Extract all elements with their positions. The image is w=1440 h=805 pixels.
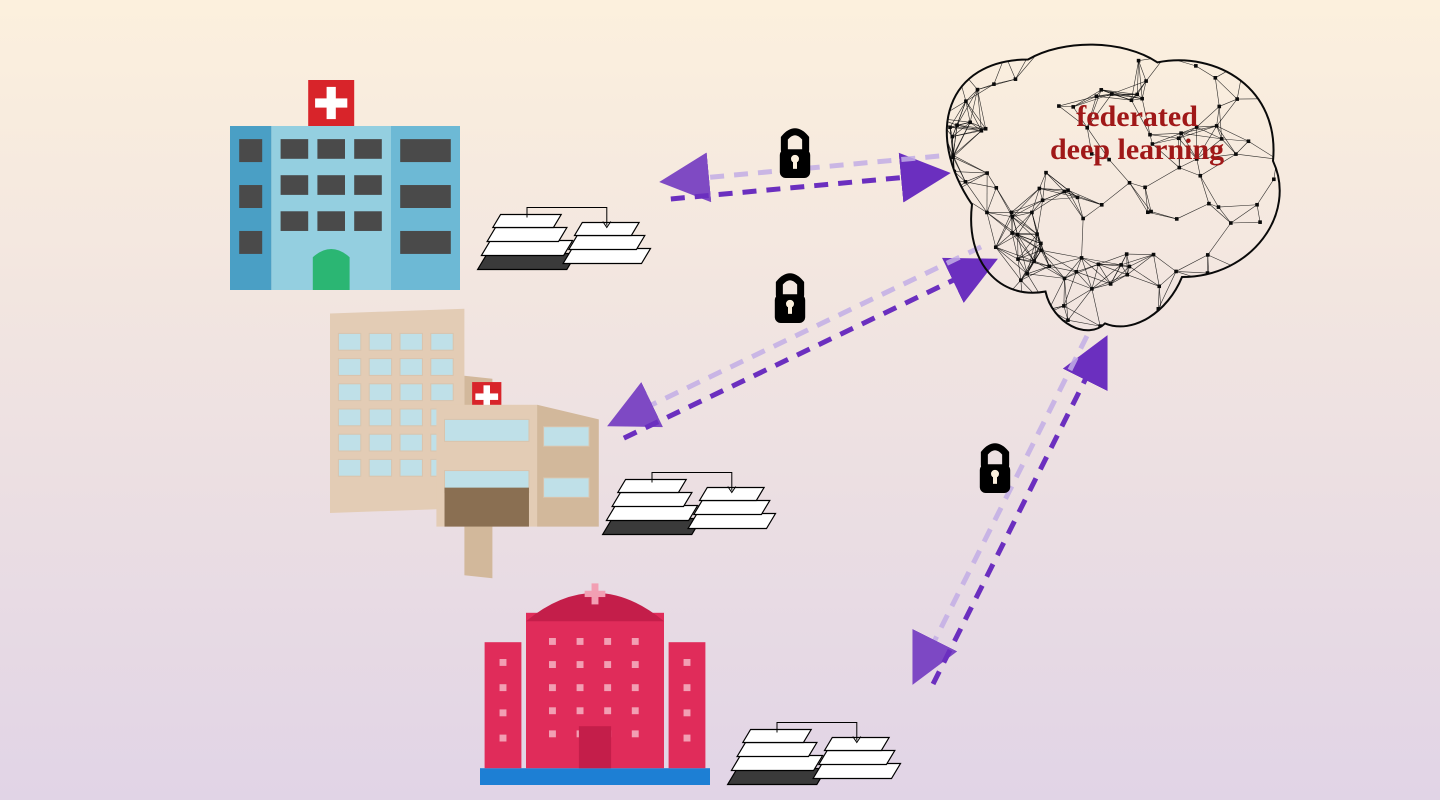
brain-label-line2: deep learning [1050,133,1224,166]
brain-label-line1: federated [1050,100,1224,133]
brain-label: federated deep learning [1050,100,1224,166]
diagram-canvas: federated deep learning [0,0,1440,800]
